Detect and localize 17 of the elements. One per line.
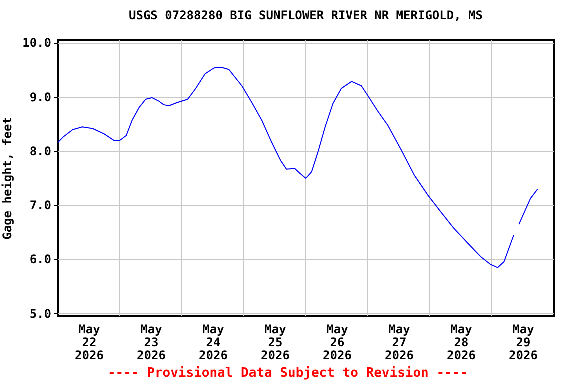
x-tick-label: May 23 2026: [137, 322, 166, 362]
x-tick-label: May 22 2026: [75, 322, 104, 362]
y-tick-label: 6.0: [30, 252, 52, 267]
y-tick-label: 10.0: [22, 36, 52, 50]
y-tick-label: 5.0: [30, 306, 52, 321]
x-tick-label: May 29 2026: [509, 322, 538, 362]
x-tick-label: May 28 2026: [447, 322, 476, 362]
y-axis-title: Gage height, feet: [0, 117, 15, 240]
y-tick-label: 9.0: [30, 90, 52, 104]
text: ---- Provisional Data Subject to Revision ----: [106, 366, 470, 381]
x-tick-label: May 27 2026: [385, 322, 414, 362]
x-tick-label: May 26 2026: [323, 322, 352, 362]
x-tick-label: May 25 2026: [261, 322, 290, 362]
chart-title: USGS 07288280 BIG SUNFLOWER RIVER NR MERIGOLD, MS: [128, 8, 484, 23]
y-tick-label: 7.0: [30, 198, 52, 213]
x-tick-label: May 24 2026: [199, 322, 228, 362]
y-tick-label: 8.0: [30, 144, 52, 158]
